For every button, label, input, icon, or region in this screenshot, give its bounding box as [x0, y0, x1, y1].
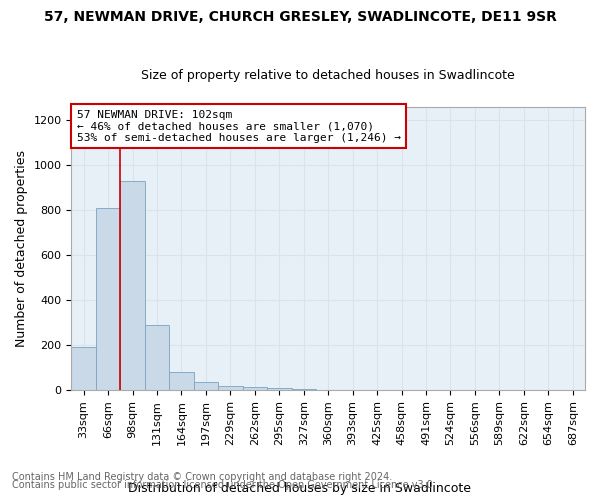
Bar: [121, 181, 145, 390]
Y-axis label: Number of detached properties: Number of detached properties: [15, 150, 28, 347]
Text: 57 NEWMAN DRIVE: 102sqm
← 46% of detached houses are smaller (1,070)
53% of semi: 57 NEWMAN DRIVE: 102sqm ← 46% of detache…: [77, 110, 401, 143]
Bar: [96, 208, 121, 390]
Bar: [292, 389, 316, 390]
Bar: [267, 388, 292, 390]
Text: Contains HM Land Registry data © Crown copyright and database right 2024.: Contains HM Land Registry data © Crown c…: [12, 472, 392, 482]
Text: Distribution of detached houses by size in Swadlincote: Distribution of detached houses by size …: [128, 482, 472, 495]
Text: Contains public sector information licensed under the Open Government Licence v3: Contains public sector information licen…: [12, 480, 436, 490]
Bar: [145, 325, 169, 390]
Text: 57, NEWMAN DRIVE, CHURCH GRESLEY, SWADLINCOTE, DE11 9SR: 57, NEWMAN DRIVE, CHURCH GRESLEY, SWADLI…: [44, 10, 556, 24]
Bar: [169, 372, 194, 390]
Bar: [71, 348, 96, 390]
Title: Size of property relative to detached houses in Swadlincote: Size of property relative to detached ho…: [142, 69, 515, 82]
Bar: [218, 386, 242, 390]
Bar: [194, 382, 218, 390]
Bar: [242, 387, 267, 390]
